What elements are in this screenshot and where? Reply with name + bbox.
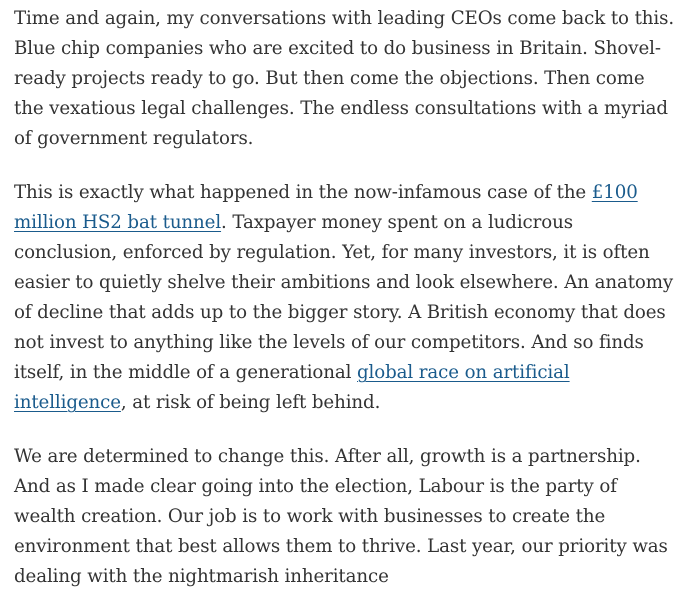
paragraph-growth-partnership: We are determined to change this. After … xyxy=(14,446,668,587)
paragraph-text-middle: . Taxpayer money spent on a ludicrous co… xyxy=(14,212,674,383)
hs2-bat-tunnel-link[interactable]: £100 million HS2 bat tunnel xyxy=(14,182,638,233)
paragraph-text-after-link: , at risk of being left behind. xyxy=(120,392,381,413)
paragraph-text-before-link: This is exactly what happened in the now… xyxy=(14,182,592,203)
ai-global-race-link[interactable]: global race on artificial intelligence xyxy=(14,362,570,413)
paragraph-hs2-bat-tunnel: This is exactly what happened in the now… xyxy=(14,178,679,418)
paragraph-ceo-conversations: Time and again, my conversations with le… xyxy=(14,8,675,149)
article-body: Time and again, my conversations with le… xyxy=(14,4,679,616)
